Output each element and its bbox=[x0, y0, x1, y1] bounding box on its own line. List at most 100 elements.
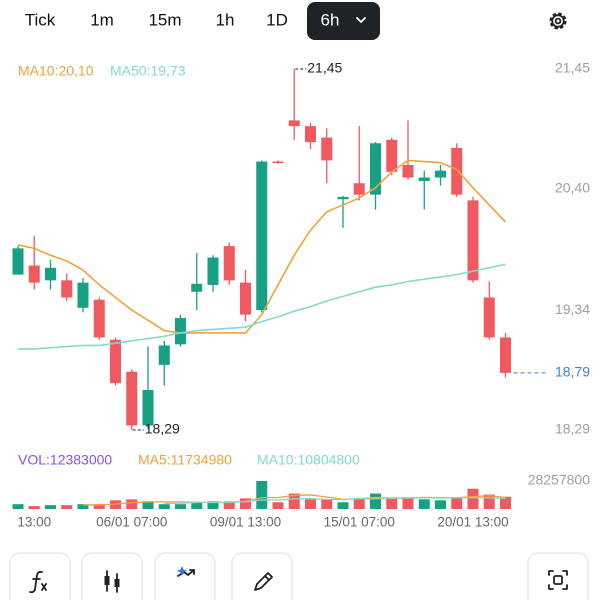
volume-bar bbox=[12, 504, 24, 509]
x-tick-label: 09/01 13:00 bbox=[210, 515, 281, 530]
candle-body bbox=[467, 200, 479, 281]
volume-bar bbox=[370, 493, 381, 509]
candle-body bbox=[386, 139, 398, 172]
x-tick-label: 20/01 13:00 bbox=[437, 515, 508, 530]
volume-bar bbox=[191, 502, 203, 509]
volume-bar bbox=[61, 505, 73, 509]
last-price-label: 18,79 bbox=[555, 364, 590, 380]
candle-body bbox=[305, 126, 316, 143]
draw-button[interactable] bbox=[231, 552, 293, 600]
active-tab-pill[interactable] bbox=[307, 2, 380, 40]
volume-bar bbox=[207, 501, 219, 509]
volume-bar bbox=[175, 504, 186, 509]
candle-icon-body bbox=[114, 579, 120, 587]
volume-bar bbox=[126, 499, 138, 509]
candle-body bbox=[142, 390, 154, 426]
pencil-icon bbox=[254, 572, 273, 591]
volume-bar bbox=[240, 498, 251, 509]
candle-body bbox=[240, 282, 251, 315]
candle-body bbox=[272, 161, 284, 164]
candle-body bbox=[418, 177, 430, 181]
extreme-label: 18,29 bbox=[145, 421, 180, 437]
candle-body bbox=[158, 345, 170, 365]
candle-body bbox=[483, 297, 495, 338]
timeframe-tab[interactable]: 1h bbox=[216, 10, 235, 29]
volume-bar bbox=[451, 497, 463, 509]
volume-bar bbox=[45, 505, 56, 509]
candle-body bbox=[126, 371, 138, 426]
y-tick-label: 28257800 bbox=[528, 472, 591, 488]
candle-body bbox=[402, 164, 414, 178]
ma-line bbox=[18, 263, 506, 350]
volume-bar bbox=[223, 501, 235, 509]
settings-button[interactable] bbox=[549, 12, 567, 30]
gear-hub bbox=[554, 17, 562, 25]
candle-body bbox=[451, 147, 463, 195]
ai-icon-spark bbox=[177, 566, 187, 576]
volume-bar bbox=[500, 496, 511, 509]
volume-bar bbox=[272, 502, 284, 509]
chart-type-button[interactable] bbox=[81, 552, 143, 600]
volume-bar bbox=[321, 499, 333, 509]
fullscreen-icon bbox=[548, 570, 568, 590]
volume-bar bbox=[435, 500, 446, 509]
y-tick-label: 19,34 bbox=[555, 301, 590, 317]
candle-body bbox=[207, 257, 219, 285]
volume-bar bbox=[93, 504, 105, 509]
candle-icon-body bbox=[104, 576, 110, 585]
volume-bar bbox=[28, 506, 40, 509]
volume-bar bbox=[467, 488, 479, 509]
volume-bar bbox=[158, 504, 170, 509]
legend-entry: MA10:20,10 bbox=[18, 63, 94, 79]
ai-icon-trend bbox=[177, 569, 195, 577]
gear-ring bbox=[551, 14, 565, 28]
candle-body bbox=[45, 267, 56, 281]
volume-bar bbox=[77, 504, 89, 509]
candle-body bbox=[370, 143, 381, 195]
timeframe-tab[interactable]: 15m bbox=[148, 10, 181, 29]
timeframe-tab[interactable]: 6h bbox=[321, 10, 340, 29]
candle-body bbox=[93, 299, 105, 338]
candle-body bbox=[77, 282, 89, 308]
volume-bar bbox=[386, 497, 398, 509]
bottom-toolbar bbox=[9, 552, 589, 600]
y-tick-label: 18,29 bbox=[555, 421, 590, 437]
ai-button[interactable] bbox=[154, 552, 216, 600]
y-tick-label: 20,40 bbox=[555, 180, 590, 196]
gear-teeth bbox=[549, 12, 567, 30]
candle-body bbox=[110, 339, 121, 384]
timeframe-tab[interactable]: Tick bbox=[25, 10, 56, 29]
x-tick-label: 13:00 bbox=[17, 515, 51, 530]
candle-body bbox=[256, 161, 268, 311]
tab-chevron bbox=[356, 17, 366, 24]
fullscreen-icon-center bbox=[553, 575, 563, 585]
timeframe-tab[interactable]: 1m bbox=[90, 10, 114, 29]
volume-legend: MA5:11734980 bbox=[138, 452, 232, 468]
candle-body bbox=[223, 246, 235, 281]
ma-line bbox=[17, 159, 507, 334]
volume-bar bbox=[288, 493, 300, 509]
volume-bar bbox=[353, 499, 365, 509]
y-tick-label: 21,45 bbox=[555, 60, 590, 76]
candle-body bbox=[288, 120, 300, 127]
candle-body bbox=[191, 283, 203, 292]
volume-legend: MA10:10804800 bbox=[257, 452, 360, 468]
volume-legend: VOL:12383000 bbox=[18, 452, 112, 468]
candle-body bbox=[337, 196, 349, 200]
candle-body bbox=[500, 337, 511, 373]
volume-bar bbox=[337, 502, 349, 509]
candle-body bbox=[435, 170, 446, 178]
extreme-label: 21,45 bbox=[307, 60, 342, 76]
indicator-button[interactable] bbox=[9, 552, 71, 600]
x-tick-label: 06/01 07:00 bbox=[96, 515, 167, 530]
candle-body bbox=[12, 248, 24, 275]
volume-ma-line bbox=[164, 497, 506, 505]
candle-body bbox=[353, 183, 365, 195]
volume-bar bbox=[142, 501, 154, 509]
volume-bar bbox=[305, 499, 316, 509]
candle-body bbox=[28, 265, 40, 283]
timeframe-tab[interactable]: 1D bbox=[266, 10, 288, 29]
volume-bar bbox=[402, 497, 414, 509]
volume-bar bbox=[256, 481, 268, 509]
